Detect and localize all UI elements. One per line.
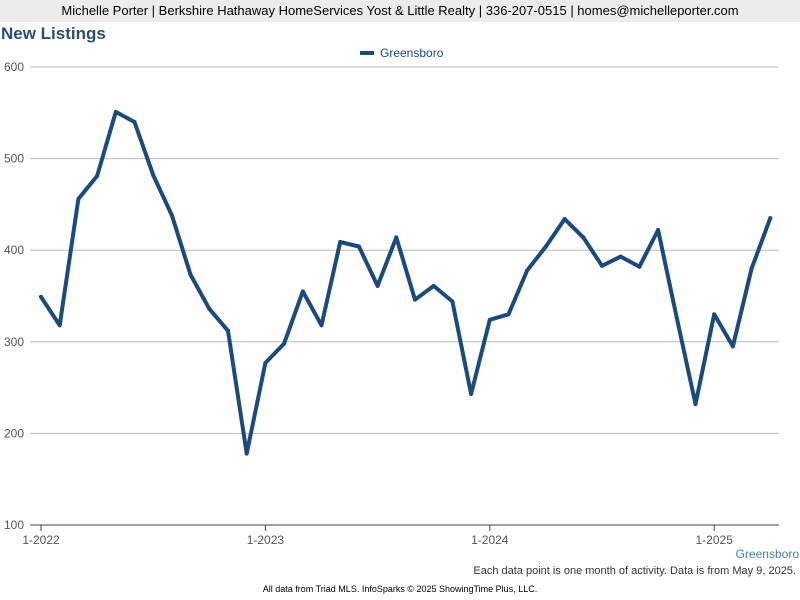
- data-point: [169, 213, 174, 218]
- data-point: [300, 289, 305, 294]
- x-axis: 1-2022 1-2023 1-2024 1-2025: [22, 524, 779, 547]
- x-tick-label: 1-2025: [696, 533, 734, 547]
- data-point: [76, 196, 81, 201]
- data-point: [674, 315, 679, 320]
- y-tick-label: 100: [4, 518, 24, 532]
- series-line-greensboro: [39, 109, 773, 456]
- series-corner-label: Greensboro: [735, 547, 799, 561]
- data-point: [282, 341, 287, 346]
- data-point: [656, 228, 661, 233]
- data-point: [562, 217, 567, 222]
- data-point: [226, 328, 230, 333]
- data-point: [693, 402, 698, 407]
- data-point: [207, 306, 212, 311]
- data-point: [768, 216, 773, 221]
- x-tick-label: 1-2024: [471, 533, 509, 547]
- x-tick-label: 1-2023: [247, 533, 285, 547]
- data-point: [450, 299, 455, 304]
- data-point: [618, 254, 623, 259]
- y-tick-label: 600: [4, 60, 24, 74]
- data-point: [132, 119, 137, 124]
- series-group: [39, 109, 773, 456]
- data-point: [730, 344, 735, 349]
- data-point: [244, 451, 249, 456]
- contact-bar: Michelle Porter | Berkshire Hathaway Hom…: [0, 0, 800, 22]
- data-point: [469, 392, 474, 397]
- data-point: [749, 266, 754, 271]
- data-point: [151, 173, 156, 178]
- legend-label: Greensboro: [380, 46, 444, 60]
- y-axis-ticks: 100 200 300 400 500 600: [4, 60, 24, 532]
- legend: Greensboro: [360, 46, 443, 60]
- data-point: [188, 272, 193, 277]
- chart-title: New Listings: [1, 24, 106, 43]
- data-point: [57, 323, 62, 328]
- y-tick-label: 400: [4, 243, 24, 257]
- data-point: [506, 312, 511, 317]
- data-point: [95, 174, 100, 179]
- data-point: [338, 239, 343, 244]
- data-point: [394, 235, 399, 240]
- data-point: [712, 312, 717, 317]
- data-point: [543, 244, 548, 249]
- x-tick-label: 1-2022: [22, 533, 60, 547]
- legend-swatch: [360, 51, 374, 55]
- data-point: [487, 317, 492, 322]
- data-point: [600, 263, 604, 268]
- data-point: [431, 283, 436, 288]
- data-point: [319, 323, 324, 328]
- data-point: [637, 264, 642, 269]
- data-point: [39, 294, 43, 299]
- data-point: [525, 268, 530, 273]
- data-point: [413, 297, 417, 302]
- data-point: [375, 283, 380, 288]
- grid-lines: [30, 66, 779, 434]
- data-point: [113, 109, 118, 114]
- y-tick-label: 300: [4, 335, 24, 349]
- data-point: [263, 360, 268, 365]
- footer-credit: All data from Triad MLS. InfoSparks © 20…: [262, 584, 538, 594]
- data-note: Each data point is one month of activity…: [473, 565, 796, 577]
- data-point: [356, 244, 361, 249]
- data-point: [581, 235, 586, 240]
- y-tick-label: 200: [4, 426, 24, 440]
- y-tick-label: 500: [4, 152, 24, 166]
